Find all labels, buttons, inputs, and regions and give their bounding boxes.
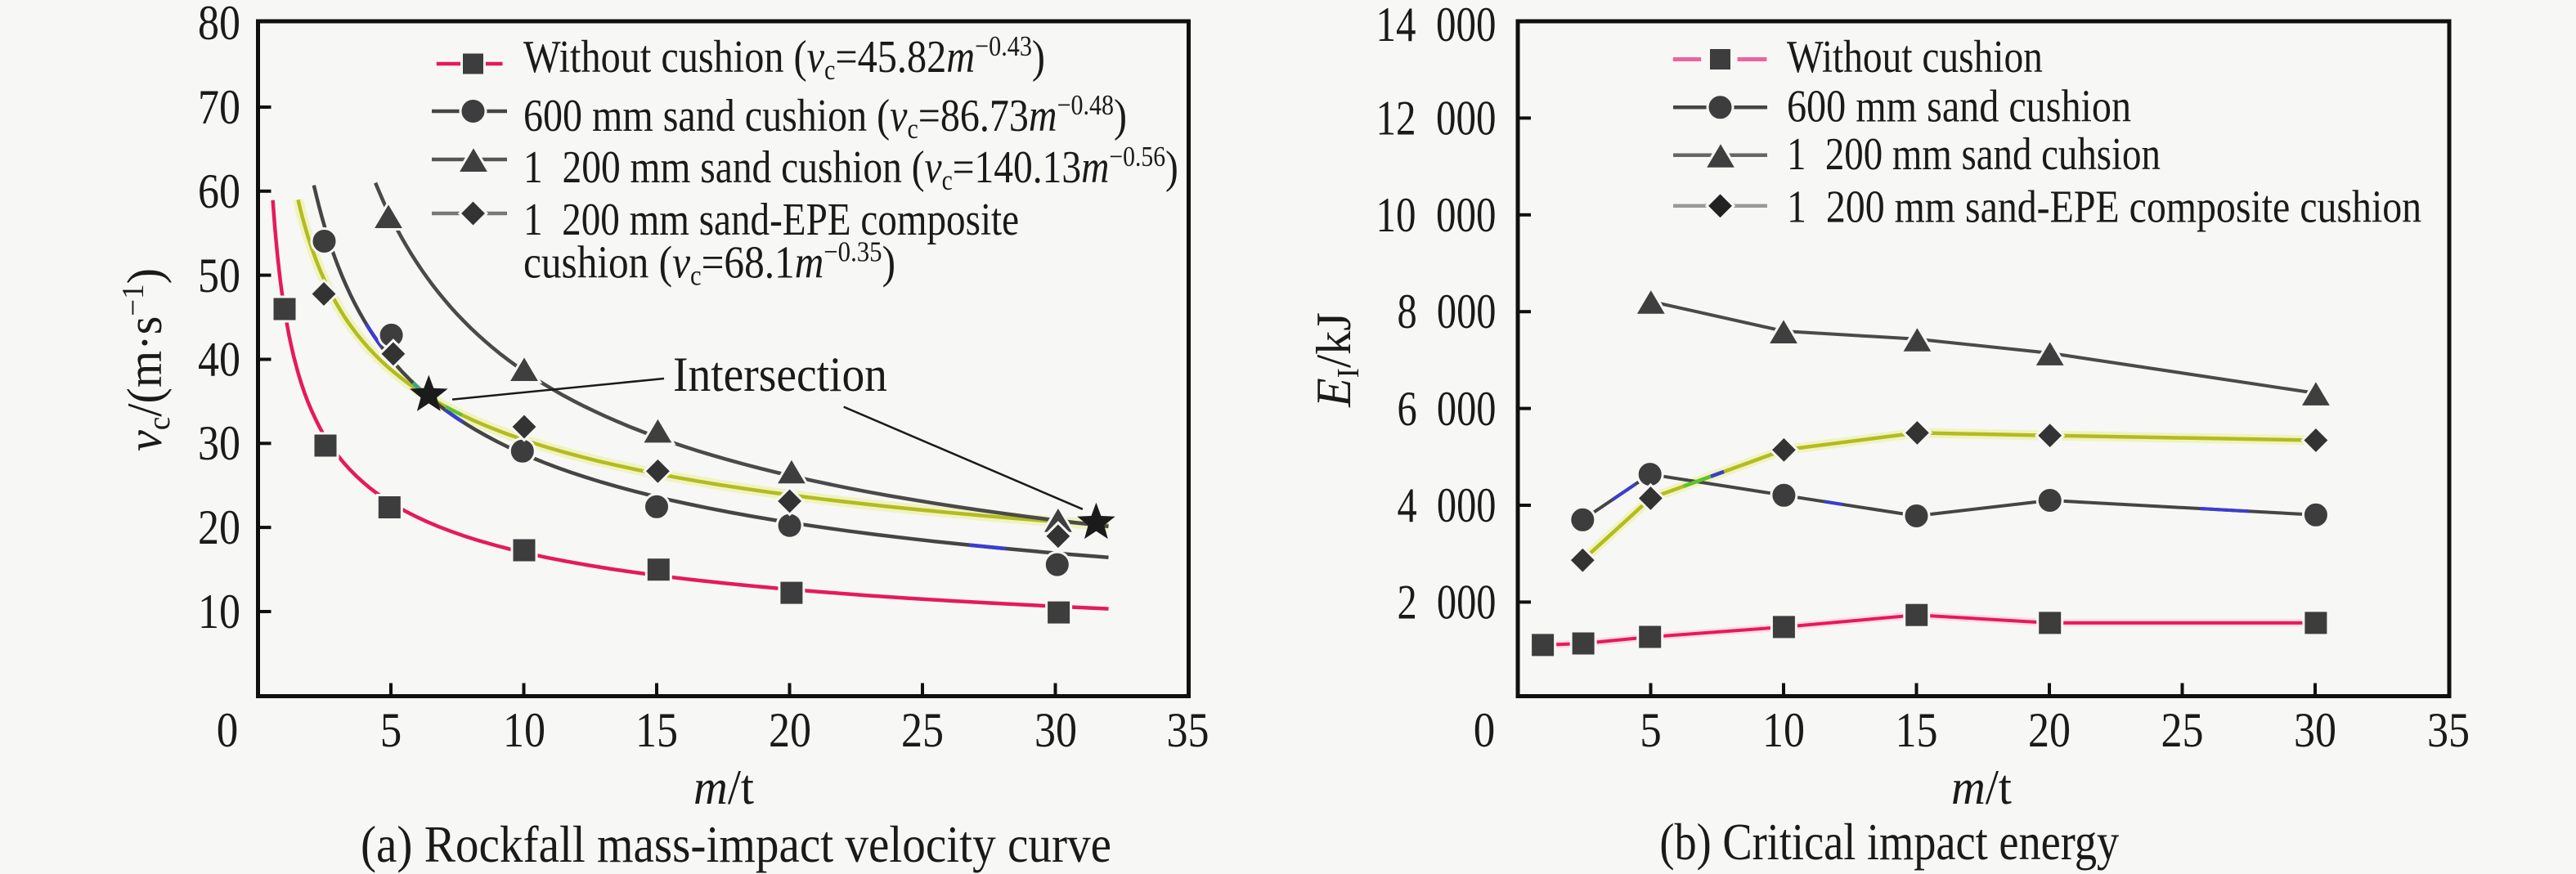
svg-text:40: 40 bbox=[198, 333, 240, 387]
svg-text:(b) Critical impact energy: (b) Critical impact energy bbox=[1659, 813, 2119, 871]
svg-text:600 mm sand cushion (vc=86.73m: 600 mm sand cushion (vc=86.73m−0.48) bbox=[523, 90, 1127, 146]
svg-text:80: 80 bbox=[198, 0, 240, 51]
svg-text:30: 30 bbox=[198, 417, 240, 471]
svg-text:m/t: m/t bbox=[693, 760, 755, 814]
svg-text:10: 10 bbox=[1762, 704, 1805, 758]
svg-text:20: 20 bbox=[198, 501, 240, 555]
svg-text:Intersection: Intersection bbox=[673, 347, 887, 401]
svg-text:50: 50 bbox=[198, 249, 240, 303]
svg-text:15: 15 bbox=[635, 704, 678, 758]
svg-text:8 000: 8 000 bbox=[1397, 284, 1496, 338]
svg-text:15: 15 bbox=[1896, 704, 1938, 758]
svg-text:60: 60 bbox=[198, 165, 240, 219]
svg-text:20: 20 bbox=[769, 704, 811, 758]
svg-text:5: 5 bbox=[1640, 704, 1662, 758]
svg-text:35: 35 bbox=[1167, 704, 1209, 758]
svg-text:5: 5 bbox=[380, 704, 402, 758]
svg-text:600 mm sand cushion: 600 mm sand cushion bbox=[1787, 81, 2131, 132]
svg-text:25: 25 bbox=[2161, 704, 2204, 758]
svg-text:6 000: 6 000 bbox=[1397, 381, 1496, 436]
svg-text:10: 10 bbox=[198, 585, 240, 639]
svg-text:10 000: 10 000 bbox=[1376, 187, 1497, 242]
svg-text:1 200 mm sand-EPE composite: 1 200 mm sand-EPE composite bbox=[523, 195, 1019, 245]
svg-text:EI/kJ: EI/kJ bbox=[1306, 312, 1366, 408]
svg-text:Without cushion (vc=45.82m−0.4: Without cushion (vc=45.82m−0.43) bbox=[523, 31, 1045, 87]
svg-text:vc/(m·s−1): vc/(m·s−1) bbox=[117, 268, 177, 451]
svg-text:1 200 mm sand cuhsion: 1 200 mm sand cuhsion bbox=[1787, 129, 2161, 180]
svg-text:Without cushion: Without cushion bbox=[1787, 32, 2043, 83]
svg-text:12 000: 12 000 bbox=[1376, 91, 1497, 146]
svg-text:(a) Rockfall mass-impact veloc: (a) Rockfall mass-impact velocity curve bbox=[361, 816, 1111, 874]
svg-text:4 000: 4 000 bbox=[1397, 477, 1496, 532]
svg-text:30: 30 bbox=[2294, 704, 2336, 758]
svg-text:m/t: m/t bbox=[1951, 760, 2013, 814]
svg-text:20: 20 bbox=[2028, 704, 2071, 758]
svg-text:30: 30 bbox=[1034, 704, 1077, 758]
svg-text:10: 10 bbox=[503, 704, 545, 758]
svg-text:14 000: 14 000 bbox=[1376, 0, 1497, 52]
svg-text:25: 25 bbox=[901, 704, 944, 758]
svg-text:1 200 mm sand cushion (vc=140.: 1 200 mm sand cushion (vc=140.13m−0.56) bbox=[523, 141, 1178, 197]
svg-text:35: 35 bbox=[2427, 704, 2470, 758]
svg-text:2 000: 2 000 bbox=[1397, 575, 1496, 630]
svg-text:1 200 mm sand-EPE composite cu: 1 200 mm sand-EPE composite cushion bbox=[1787, 182, 2421, 232]
svg-text:0: 0 bbox=[1474, 704, 1496, 758]
svg-text:70: 70 bbox=[198, 81, 240, 135]
svg-text:0: 0 bbox=[217, 704, 239, 758]
